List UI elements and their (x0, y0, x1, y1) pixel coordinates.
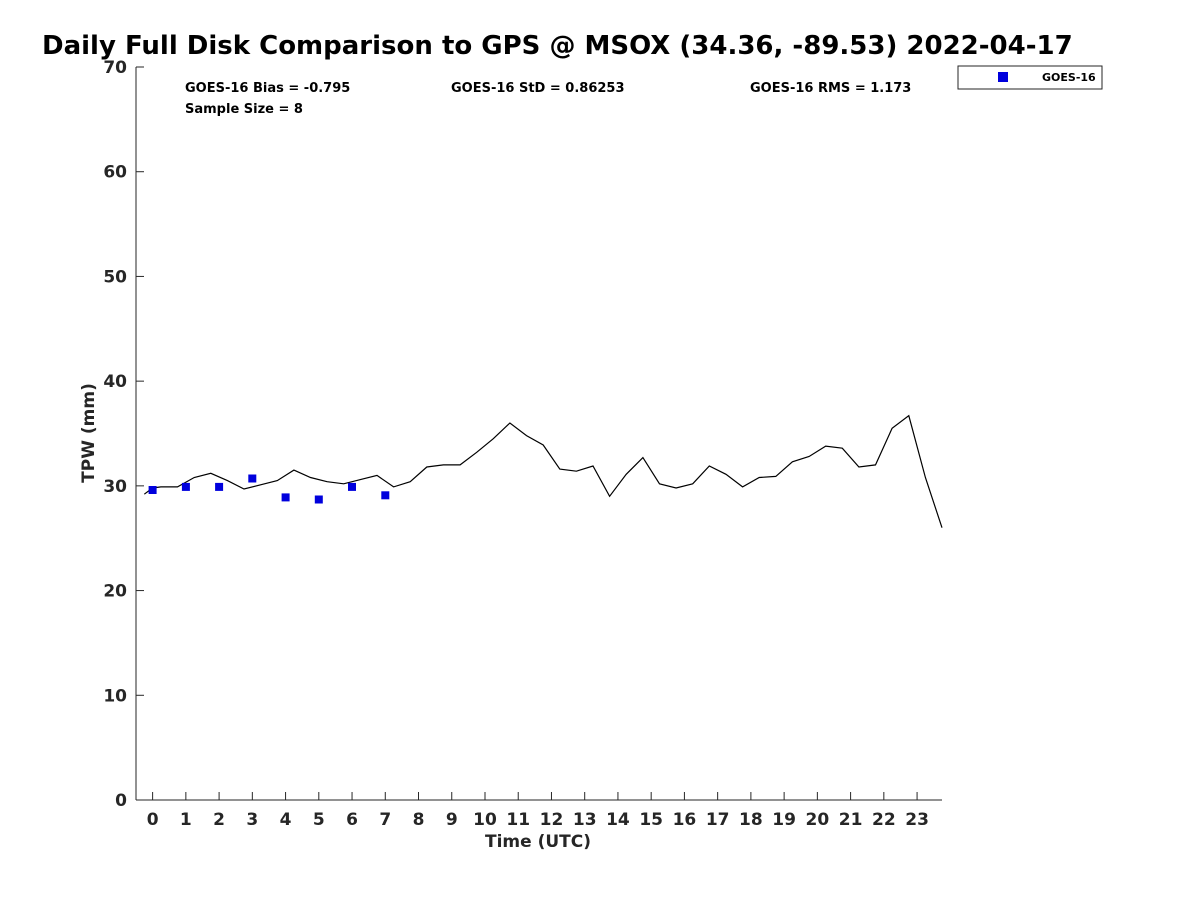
y-tick-label: 30 (103, 477, 127, 497)
x-tick-label: 19 (772, 810, 796, 830)
x-tick-label: 2 (213, 810, 225, 830)
goes-16-point (348, 482, 356, 491)
std-stat: GOES-16 StD = 0.86253 (451, 81, 625, 96)
chart-title: Daily Full Disk Comparison to GPS @ MSOX… (42, 31, 1073, 61)
x-tick-label: 7 (379, 810, 391, 830)
legend-box (957, 65, 1103, 90)
x-tick-label: 15 (639, 810, 663, 830)
goes-16-point (381, 491, 390, 500)
legend-entry-goes-16: GOES-16 (1042, 71, 1096, 84)
series-layer (143, 414, 943, 528)
goes-16-point (181, 482, 190, 491)
x-tick-label: 9 (446, 810, 458, 830)
y-tick-label: 40 (103, 372, 127, 392)
legend: GOES-16 (957, 65, 1103, 90)
bias-stat: GOES-16 Bias = -0.795 (185, 81, 350, 96)
sample-size-stat: Sample Size = 8 (185, 102, 303, 117)
x-tick-label: 10 (473, 810, 497, 830)
y-tick-label: 0 (115, 791, 127, 811)
y-axis-label: TPW (mm) (79, 383, 99, 483)
legend-marker (998, 72, 1008, 82)
x-tick-label: 17 (706, 810, 730, 830)
y-tick-label: 20 (103, 582, 127, 602)
goes-16-point (281, 493, 290, 502)
goes-16-point (215, 482, 224, 491)
y-tick-label: 50 (103, 267, 127, 287)
x-axis-label: Time (UTC) (485, 832, 591, 852)
x-tick-label: 22 (872, 810, 896, 830)
goes-16-point (248, 474, 257, 483)
x-tick-label: 4 (280, 810, 292, 830)
x-tick-label: 11 (506, 810, 530, 830)
x-tick-label: 5 (313, 810, 325, 830)
y-ticks: 0 10 20 30 40 50 60 70 (103, 58, 144, 811)
x-ticks: 0 1 2 3 4 5 6 7 8 9 10 11 12 13 14 15 16 17 18 19 20 21 22 23 (147, 792, 929, 830)
x-tick-label: 21 (839, 810, 863, 830)
x-tick-label: 18 (739, 810, 763, 830)
x-tick-label: 1 (180, 810, 192, 830)
x-tick-label: 6 (346, 810, 358, 830)
y-tick-label: 70 (103, 58, 127, 78)
plot-axes (135, 67, 942, 801)
x-tick-label: 3 (246, 810, 258, 830)
x-tick-label: 16 (673, 810, 697, 830)
x-tick-label: 13 (573, 810, 597, 830)
x-tick-label: 14 (606, 810, 630, 830)
x-tick-label: 23 (905, 810, 929, 830)
x-tick-label: 20 (806, 810, 830, 830)
goes-16-point (148, 486, 157, 494)
gps-tpw-line (143, 414, 943, 528)
x-tick-label: 0 (147, 810, 159, 830)
x-tick-label: 12 (540, 810, 564, 830)
rms-stat: GOES-16 RMS = 1.173 (750, 81, 911, 96)
y-tick-label: 60 (103, 163, 127, 183)
x-tick-label: 8 (413, 810, 425, 830)
goes-16-point (314, 495, 323, 504)
y-tick-label: 10 (103, 686, 127, 706)
